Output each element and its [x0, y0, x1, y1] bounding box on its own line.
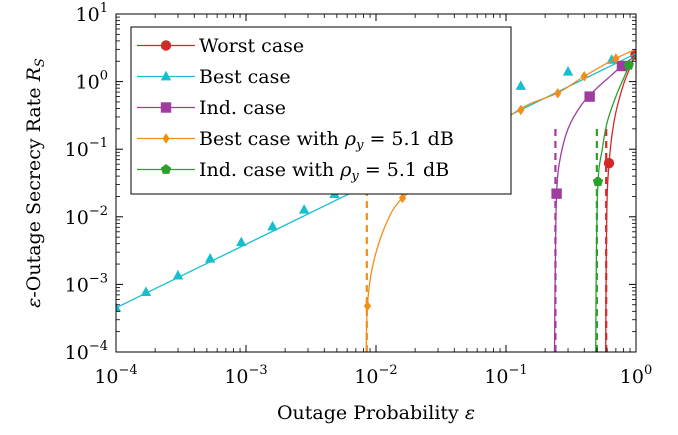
legend-item-3: Ind. case	[137, 97, 286, 119]
legend-label-2: Best case	[199, 66, 291, 88]
legend-item-5: Ind. case with ρy = 5.1 dB	[137, 159, 449, 184]
data-point-5-1	[592, 176, 604, 187]
legend-label-5: Ind. case with ρy = 5.1 dB	[199, 159, 449, 184]
legend-marker-5	[160, 164, 172, 174]
legend-marker-2	[160, 70, 172, 81]
data-point-4-6	[612, 53, 620, 64]
legend-item-4: Best case with ρy = 5.1 dB	[137, 128, 454, 153]
data-point-4-3	[517, 104, 525, 116]
data-point-3-3	[616, 60, 628, 72]
y-tick-label-4: 100	[76, 69, 108, 94]
data-point-2-6	[267, 220, 278, 231]
legend-box	[130, 26, 512, 195]
legend-item-2: Best case	[137, 66, 291, 88]
y-axis-label: ε-Outage Secrecy Rate RS	[23, 58, 48, 308]
x-tick-label-2: 10−2	[354, 363, 397, 388]
x-tick-label-3: 10−1	[484, 363, 527, 388]
data-point-3-1	[551, 188, 562, 199]
x-tick-label-1: 10−3	[224, 363, 267, 388]
data-point-2-10	[562, 66, 574, 76]
y-tick-label-3: 10−1	[65, 136, 108, 161]
data-point-4-5	[580, 71, 588, 82]
series-line-5	[595, 54, 636, 352]
legend-marker-1	[160, 40, 172, 51]
data-point-2-3	[172, 269, 184, 280]
legend-marker-4	[162, 133, 170, 144]
data-point-2-9	[515, 80, 527, 90]
series-5	[592, 54, 636, 352]
legend-label-3: Ind. case	[199, 97, 286, 119]
data-point-2-7	[298, 204, 310, 214]
y-tick-label-1: 10−3	[65, 271, 108, 296]
data-point-2-5	[236, 236, 247, 247]
series-line-1	[605, 53, 636, 352]
y-tick-label-5: 101	[76, 1, 108, 26]
series-line-3	[553, 55, 636, 352]
data-point-2-2	[140, 286, 152, 296]
legend-label-4: Best case with ρy = 5.1 dB	[199, 128, 454, 153]
data-point-1-1	[603, 158, 615, 169]
legend-label-1: Worst case	[199, 35, 304, 57]
legend-item-1: Worst case	[137, 35, 304, 57]
data-point-4-4	[554, 88, 562, 99]
data-point-4-2	[398, 192, 407, 204]
series-1	[603, 49, 636, 352]
series-3	[551, 55, 636, 352]
legend-marker-3	[160, 102, 172, 113]
data-point-2-1	[116, 302, 122, 312]
legend: Worst case Best case Ind. case Best case wi…	[130, 26, 512, 195]
y-tick-label-0: 10−4	[65, 339, 108, 364]
y-tick-label-2: 10−2	[65, 204, 108, 229]
x-axis-label: Outage Probability ε	[277, 402, 475, 424]
x-tick-label-4: 100	[620, 363, 652, 388]
data-point-2-4	[204, 252, 216, 263]
axis-labels: Outage Probability ε ε-Outage Secrecy Ra…	[23, 58, 475, 424]
data-point-4-1	[363, 300, 372, 312]
data-point-3-2	[584, 91, 595, 102]
x-tick-label-0: 10−4	[94, 363, 137, 388]
data-point-5-2	[623, 59, 634, 70]
axes-layer: 10−4 10−3 10−2 10−1 100 10−4 10−3 10−2 10−1 100 10…	[65, 1, 653, 388]
